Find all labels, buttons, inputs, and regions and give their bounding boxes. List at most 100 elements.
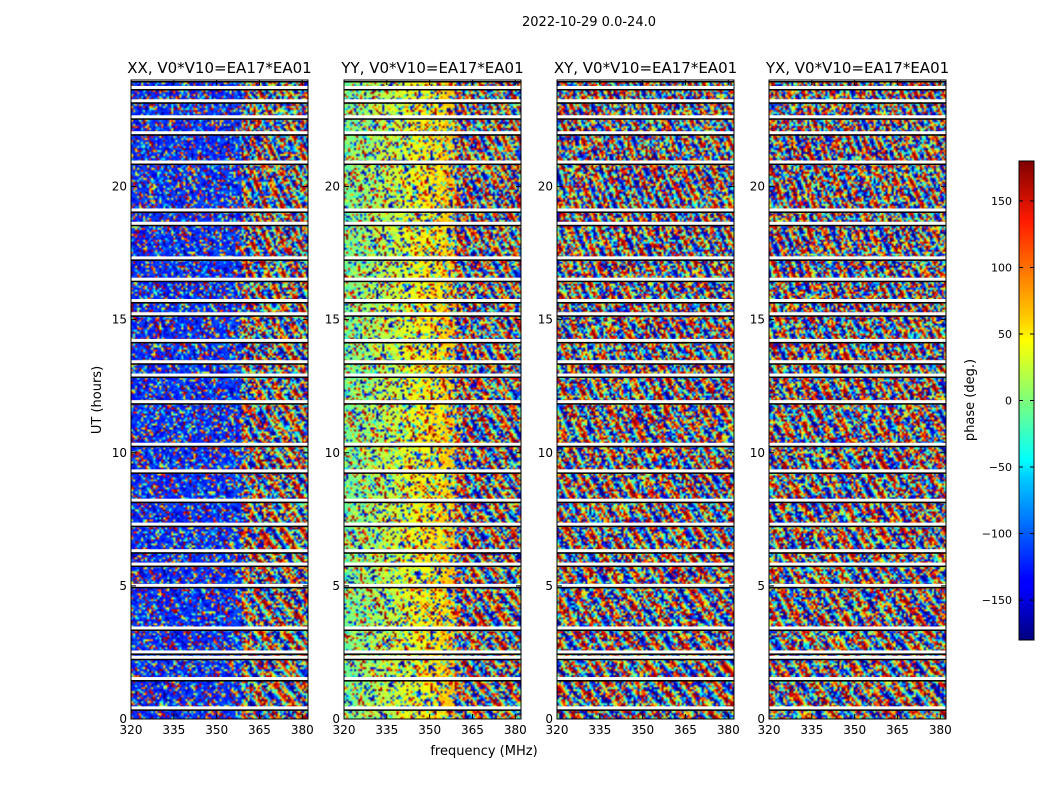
flag-gap [131,277,308,282]
flag-gap [557,373,734,377]
flag-gap [131,298,308,302]
panel-3: YX, V0*V10=EA17*EA01 320 335 350 365 380 0 5 10 1… [750,59,952,737]
flag-gap-edge [344,565,521,568]
flag-gap-edge [557,118,734,120]
y-tick-label: 15 [750,313,765,327]
y-tick-label: 10 [325,446,340,460]
flag-gap [131,549,308,553]
flag-gap [557,650,734,654]
flag-gap-edge [769,211,946,213]
flag-gap [344,99,521,103]
flag-gap [557,256,734,260]
heatmap-image [769,80,946,719]
flag-gap [769,221,946,226]
flag-gap [769,583,946,587]
x-tick-label: 320 [333,723,356,737]
flag-gap [557,85,734,90]
x-tick-label: 365 [886,723,909,737]
flag-gap-edge [769,134,946,136]
flag-gap [344,312,521,317]
flag-gap-edge [131,280,308,283]
flag-gap [557,131,734,135]
panel-frame [556,79,735,720]
colorbar-tick-label: 0 [1005,395,1012,408]
flag-gap-edge [131,586,308,589]
x-tick-label: 380 [291,723,314,737]
x-tick-label: 335 [162,723,185,737]
flag-gap-edge [344,629,521,631]
x-tick-label: 350 [631,723,654,737]
flag-gap [769,115,946,120]
y-tick-label: 20 [112,180,127,194]
flag-gap [557,549,734,553]
panel-frame [768,79,947,720]
x-tick-label: 320 [758,723,781,737]
flag-gap [769,277,946,282]
flag-gap [344,208,521,212]
y-tick-label: 20 [325,180,340,194]
flag-gap [344,131,521,135]
flag-gap-edge [557,81,734,83]
flag-gap-edge [557,653,734,655]
flag-gap-edge [769,88,946,91]
flag-gap-edge [769,102,946,104]
flag-gap [769,442,946,446]
x-tick-label: 320 [546,723,569,737]
flag-gap-edge [344,341,521,344]
flag-gap [557,338,734,342]
heatmap-image [557,80,734,719]
flag-gap-edge [769,376,946,379]
flag-gap-edge [344,472,521,474]
flag-gap-edge [131,658,308,661]
flag-gap [131,650,308,654]
colorbar-tick-label: 100 [991,261,1012,274]
flag-gap-edge [344,163,521,166]
flag-gap-edge [769,259,946,261]
flag-gap [344,85,521,90]
flag-gap [769,469,946,474]
y-tick-label: 15 [538,313,553,327]
flag-gap [769,400,946,405]
flag-gap [557,498,734,502]
flag-gap [557,626,734,631]
flag-gap-edge [769,586,946,589]
flag-gap-edge [769,525,946,528]
flag-gap-edge [769,341,946,344]
panel-frame [130,79,309,720]
y-tick-label: 10 [538,446,553,460]
flag-gap [557,160,734,165]
colorbar-tick-label: −150 [982,594,1012,607]
flag-gap-edge [557,403,734,405]
flag-gap-edge [344,525,521,528]
flag-gap [344,256,521,260]
flag-gap-edge [344,680,521,682]
flag-gap [131,706,308,711]
flag-gap [769,312,946,317]
flag-gap-edge [557,680,734,682]
flag-gap-edge [131,403,308,405]
flag-gap [344,562,521,567]
flag-gap-edge [344,403,521,405]
flag-gap [344,160,521,165]
flag-gap-edge [344,658,521,661]
panel-title: XY, V0*V10=EA17*EA01 [554,59,737,77]
colorbar-tick-label: 50 [998,328,1012,341]
flag-gap [344,360,521,365]
flag-gap-edge [131,565,308,568]
flag-gap-edge [769,680,946,682]
flag-gap [557,562,734,567]
flag-gap-edge [557,163,734,166]
flag-gap-edge [557,565,734,568]
x-tick-label: 380 [504,723,527,737]
flag-gap-edge [344,586,521,589]
x-tick-label: 350 [843,723,866,737]
flag-gap [131,522,308,527]
flag-gap [344,298,521,302]
flag-gap-edge [557,211,734,213]
flag-gap-edge [344,445,521,448]
y-tick-label: 0 [757,712,765,726]
flag-gap [557,298,734,302]
flag-gap-edge [769,653,946,655]
flag-gap-edge [131,315,308,317]
flag-gap-edge [557,376,734,379]
